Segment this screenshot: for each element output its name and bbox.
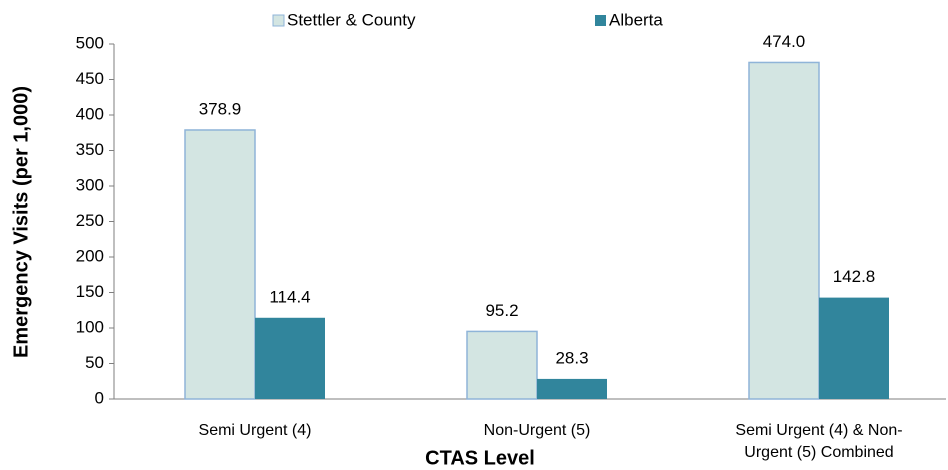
- y-tick-label: 250: [76, 211, 104, 230]
- data-label: 378.9: [199, 99, 242, 118]
- bar: [748, 61, 820, 400]
- y-tick-label: 50: [85, 353, 104, 372]
- y-tick-label: 500: [76, 33, 104, 52]
- y-tick-label: 200: [76, 246, 104, 265]
- y-tick-label: 450: [76, 69, 104, 88]
- bar: [819, 297, 889, 399]
- legend-label: Alberta: [609, 10, 663, 29]
- legend-label: Stettler & County: [287, 10, 416, 29]
- data-label: 142.8: [833, 267, 876, 286]
- bar: [537, 378, 607, 399]
- data-label: 95.2: [485, 301, 518, 320]
- legend-swatch: [595, 15, 606, 26]
- data-label: 474.0: [763, 32, 806, 51]
- legend-swatch: [272, 14, 285, 27]
- x-tick-label: Non-Urgent (5): [483, 422, 591, 439]
- bar: [466, 330, 538, 400]
- x-tick-label: Semi Urgent (4): [198, 422, 312, 439]
- x-axis-title: CTAS Level: [425, 447, 535, 469]
- data-label: 114.4: [269, 287, 310, 306]
- y-tick-label: 0: [95, 388, 104, 407]
- y-tick-label: 300: [76, 175, 104, 194]
- y-tick-label: 100: [76, 317, 104, 336]
- y-tick-label: 400: [76, 104, 104, 123]
- y-axis-title: Emergency Visits (per 1,000): [10, 86, 32, 358]
- bar: [184, 129, 256, 400]
- bar: [255, 317, 325, 399]
- x-tick-label: Semi Urgent (4) & Non-Urgent (5) Combine…: [735, 422, 903, 461]
- y-tick-label: 350: [76, 140, 104, 159]
- y-tick-label: 150: [76, 282, 104, 301]
- data-label: 28.3: [555, 348, 588, 367]
